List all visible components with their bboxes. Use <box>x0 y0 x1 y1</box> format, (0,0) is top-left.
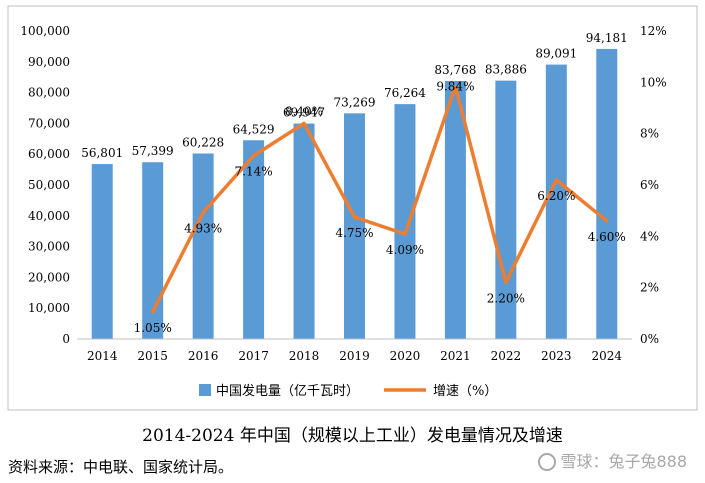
left-axis: 0 10,000 20,000 30,000 40,000 50,000 60,000 70,… <box>20 24 70 346</box>
bar <box>344 113 365 339</box>
bar <box>444 80 466 339</box>
x-tick-label: 2022 <box>491 349 522 363</box>
growth-value-label: 1.05% <box>134 321 172 335</box>
x-tick-label: 2018 <box>289 349 320 363</box>
left-tick-label: 100,000 <box>20 24 70 38</box>
left-tick-label: 0 <box>62 332 70 346</box>
bar-value-label: 56,801 <box>81 146 123 160</box>
bar-value-label: 94,181 <box>586 31 628 45</box>
bar-value-label: 60,228 <box>182 135 224 149</box>
left-tick-label: 80,000 <box>28 86 70 100</box>
bar-value-label: 89,091 <box>535 47 577 61</box>
bar <box>596 48 618 340</box>
growth-value-label: 4.75% <box>335 226 373 240</box>
left-tick-label: 60,000 <box>28 147 70 161</box>
left-tick-label: 30,000 <box>28 240 70 254</box>
bar-value-label: 83,886 <box>485 63 527 77</box>
legend: 中国发电量（亿千瓦时） 增速（%） <box>199 383 497 399</box>
legend-label-line: 增速（%） <box>433 384 497 399</box>
bar-series <box>91 48 618 340</box>
bar-value-labels: 56,801 57,399 60,228 64,529 69,947 73,269 76,2… <box>81 31 628 160</box>
legend-label-bar: 中国发电量（亿千瓦时） <box>216 383 359 399</box>
left-tick-label: 40,000 <box>28 209 70 223</box>
bar-value-label: 83,768 <box>434 63 476 77</box>
watermark: 雪球：兔子兔888 <box>538 448 687 472</box>
x-tick-label: 2016 <box>188 349 219 363</box>
caption-title: 2014-2024 年中国（规模以上工业）发电量情况及增速 <box>142 426 563 446</box>
x-tick-label: 2020 <box>390 349 421 363</box>
bar-value-label: 76,264 <box>384 86 426 100</box>
right-tick-label: 2% <box>640 281 659 295</box>
growth-value-labels: 1.05% 4.93% 7.14% 8.40% 4.75% 4.09% 9.84% 2.20%… <box>134 79 626 335</box>
left-tick-label: 90,000 <box>28 55 70 69</box>
bar <box>394 104 416 340</box>
x-tick-label: 2017 <box>238 349 269 363</box>
left-tick-label: 70,000 <box>28 116 70 130</box>
right-tick-label: 0% <box>640 332 659 346</box>
growth-value-label: 4.09% <box>386 243 424 257</box>
left-tick-label: 20,000 <box>28 270 70 284</box>
bar-value-label: 69,947 <box>283 106 325 120</box>
x-tick-label: 2015 <box>137 349 168 363</box>
left-tick-label: 10,000 <box>28 301 70 315</box>
x-tick-label: 2019 <box>339 349 370 363</box>
growth-value-label: 7.14% <box>235 165 273 179</box>
x-tick-label: 2021 <box>440 349 471 363</box>
x-tick-label: 2023 <box>541 349 572 363</box>
legend-swatch-bar <box>199 384 211 396</box>
growth-line-series <box>150 84 609 314</box>
x-axis: 2014 2015 2016 2017 2018 2019 2020 2021 2022 2023… <box>77 338 632 363</box>
right-axis: 0% 2% 4% 6% 8% 10% 12% <box>640 24 667 346</box>
growth-value-label: 4.93% <box>184 221 222 235</box>
left-tick-label: 50,000 <box>28 178 70 192</box>
right-tick-label: 8% <box>640 127 659 141</box>
bar <box>192 153 214 339</box>
right-tick-label: 6% <box>640 178 659 192</box>
bar-value-label: 64,529 <box>233 122 275 136</box>
watermark-text: 雪球：兔子兔888 <box>560 452 687 471</box>
bar <box>142 162 164 339</box>
growth-value-label: 8.40% <box>285 104 323 118</box>
right-tick-label: 10% <box>640 75 667 89</box>
growth-line <box>150 84 609 314</box>
bar <box>545 64 567 339</box>
caption-source: 资料来源：中电联、国家统计局。 <box>8 458 234 476</box>
right-tick-label: 4% <box>640 229 659 243</box>
x-tick-label: 2024 <box>591 349 622 363</box>
growth-value-label: 6.20% <box>537 189 575 203</box>
x-tick-label: 2014 <box>87 349 118 363</box>
snowball-logo-icon <box>538 453 557 471</box>
bar-value-label: 57,399 <box>132 144 174 158</box>
bar <box>243 140 265 339</box>
bar <box>91 164 113 339</box>
bar <box>293 123 315 340</box>
growth-value-label: 9.84% <box>436 79 474 93</box>
growth-value-label: 2.20% <box>487 292 525 306</box>
bar-value-label: 73,269 <box>334 95 376 109</box>
growth-value-label: 4.60% <box>588 230 626 244</box>
right-tick-label: 12% <box>640 24 667 38</box>
